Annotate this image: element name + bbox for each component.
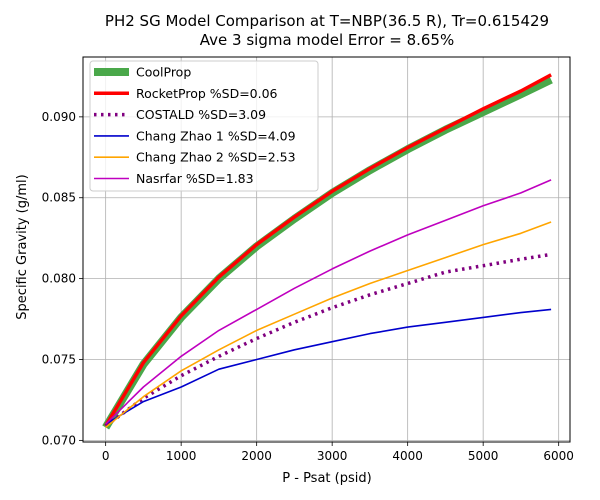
x-tick-label: 4000	[392, 449, 423, 463]
y-tick-label: 0.090	[42, 110, 76, 124]
series-line-chang	[105, 308, 552, 425]
y-axis-label: Specific Gravity (g/ml)	[15, 174, 30, 319]
legend-label: COSTALD %SD=3.09	[136, 107, 266, 122]
legend-label: Chang Zhao 2 %SD=2.53	[136, 150, 296, 165]
legend-label: RocketProp %SD=0.06	[136, 86, 278, 101]
x-tick-label: 1000	[166, 449, 197, 463]
series-line-nasrfar	[105, 179, 552, 425]
y-axis: 0.070 0.075 0.080 0.085 0.090	[42, 110, 83, 447]
x-axis-label: P - Psat (psid)	[282, 471, 371, 486]
legend-label: Nasrfar %SD=1.83	[136, 171, 254, 186]
series-line-chang	[105, 221, 552, 429]
x-tick-label: 2000	[241, 449, 272, 463]
legend-box	[89, 60, 319, 192]
legend-label: Chang Zhao 1 %SD=4.09	[136, 128, 296, 143]
series-line-rocketprop	[104, 73, 552, 427]
x-tick-label: 3000	[317, 449, 348, 463]
y-tick-label: 0.075	[42, 353, 76, 367]
series-line-costald	[104, 252, 552, 428]
chart-title: PH2 SG Model Comparison at T=NBP(36.5 R)…	[105, 12, 549, 30]
chart-subtitle: Ave 3 sigma model Error = 8.65%	[200, 31, 454, 49]
y-tick-label: 0.080	[42, 272, 76, 286]
legend-label: CoolProp	[136, 65, 191, 80]
x-tick-label: 5000	[468, 449, 499, 463]
series-lines	[102, 73, 553, 430]
legend: CoolProp RocketProp %SD=0.06 COSTALD %SD=3…	[89, 60, 319, 192]
x-axis: 0 1000 2000 3000 4000 5000 6000	[102, 442, 574, 463]
y-tick-label: 0.085	[42, 191, 76, 205]
x-tick-label: 6000	[543, 449, 574, 463]
y-tick-label: 0.070	[42, 433, 76, 447]
plot-frame	[82, 56, 571, 443]
x-tick-label: 0	[102, 449, 110, 463]
